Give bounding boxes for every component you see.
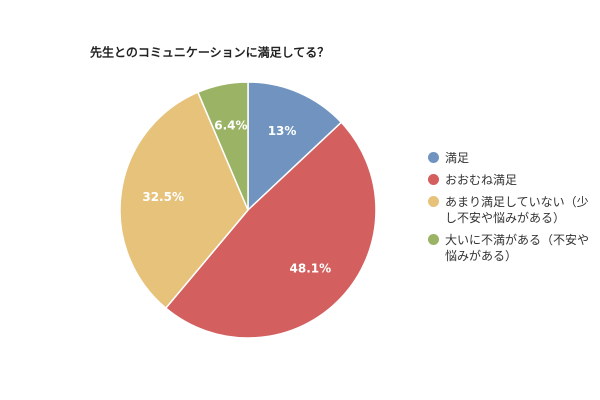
legend-item: 大いに不満がある（不安や悩みがある） xyxy=(428,232,596,264)
pie-slice xyxy=(164,121,377,339)
legend-swatch xyxy=(428,174,439,185)
value-label: 13% xyxy=(268,124,297,138)
legend-swatch xyxy=(428,152,439,163)
value-label: 48.1% xyxy=(290,261,332,275)
legend-label: 大いに不満がある（不安や悩みがある） xyxy=(445,233,590,263)
legend-swatch xyxy=(428,196,439,207)
legend-label: あまり満足していない（少し不安や悩みがある） xyxy=(445,195,589,225)
value-label: 6.4% xyxy=(214,118,247,132)
pie-slice xyxy=(247,81,343,212)
legend-item: あまり満足していない（少し不安や悩みがある） xyxy=(428,194,596,226)
legend-label: おおむね満足 xyxy=(445,173,518,187)
legend: 満足おおむね満足あまり満足していない（少し不安や悩みがある） 大いに不満がある（不… xyxy=(428,150,596,270)
pie-slice xyxy=(119,91,249,310)
legend-item: 満足 xyxy=(428,150,596,166)
chart-title: 先生とのコミュニケーションに満足してる？ xyxy=(90,45,329,60)
legend-label: 満足 xyxy=(445,151,470,165)
value-label: 32.5% xyxy=(142,190,184,204)
legend-swatch xyxy=(428,234,439,245)
pie-slice xyxy=(196,81,249,211)
legend-item: おおむね満足 xyxy=(428,172,596,188)
